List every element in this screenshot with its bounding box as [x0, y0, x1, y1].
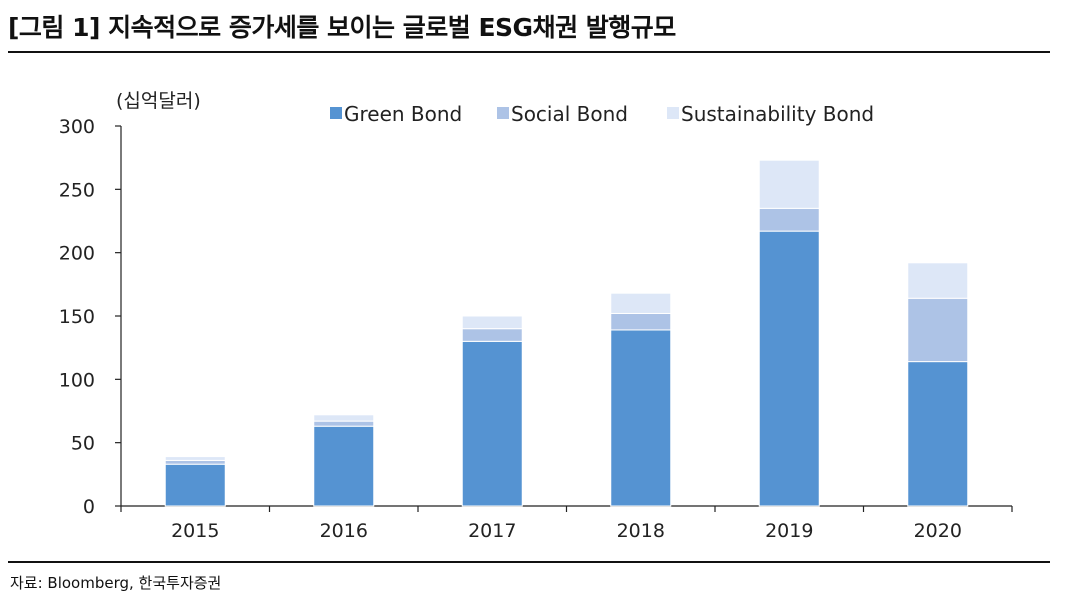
- x-tick-label: 2020: [914, 520, 962, 542]
- bar-sustainability-bond: [758, 159, 820, 209]
- y-unit-label: (십억달러): [116, 90, 201, 112]
- y-axis: 0 50 100 150 200 250 300: [59, 116, 122, 518]
- bar-social-bond: [313, 420, 375, 427]
- y-tick-label: 0: [83, 496, 95, 518]
- bar-green-bond: [461, 340, 523, 507]
- y-tick-label: 300: [59, 116, 95, 138]
- legend-swatch: [667, 107, 679, 119]
- bar-sustainability-bond: [164, 456, 226, 461]
- bar-green-bond: [758, 230, 820, 507]
- bar-sustainability-bond: [610, 292, 672, 314]
- legend-label: Social Bond: [511, 102, 628, 126]
- y-tick-label: 200: [59, 243, 95, 265]
- bottom-rule: [8, 561, 1050, 563]
- bar-social-bond: [164, 459, 226, 465]
- legend-label: Sustainability Bond: [681, 102, 874, 126]
- bar-green-bond: [610, 329, 672, 507]
- legend-label: Green Bond: [344, 102, 462, 126]
- x-tick-label: 2018: [617, 520, 665, 542]
- bar-green-bond: [164, 463, 226, 507]
- bar-social-bond: [907, 297, 969, 363]
- x-tick-label: 2016: [320, 520, 368, 542]
- bars: [164, 159, 969, 507]
- source-note: 자료: Bloomberg, 한국투자증권: [10, 574, 222, 592]
- x-tick-label: 2017: [468, 520, 516, 542]
- y-tick-label: 150: [59, 306, 95, 328]
- legend-swatch: [330, 107, 342, 119]
- y-tick-label: 50: [71, 433, 95, 455]
- x-tick-label: 2015: [171, 520, 219, 542]
- bar-green-bond: [907, 361, 969, 507]
- bar-social-bond: [758, 207, 820, 232]
- bar-sustainability-bond: [313, 414, 375, 422]
- figure-title: [그림 1] 지속적으로 증가세를 보이는 글로벌 ESG채권 발행규모: [8, 13, 676, 42]
- bar-green-bond: [313, 425, 375, 507]
- bar-social-bond: [461, 328, 523, 342]
- y-tick-label: 100: [59, 369, 95, 391]
- y-tick-label: 250: [59, 179, 95, 201]
- legend: Green Bond Social Bond Sustainability Bond: [330, 102, 874, 126]
- x-tick-label: 2019: [765, 520, 813, 542]
- bar-sustainability-bond: [907, 262, 969, 299]
- top-rule: [8, 51, 1050, 53]
- x-axis: 2015 2016 2017 2018 2019 2020: [120, 505, 1013, 542]
- bar-sustainability-bond: [461, 315, 523, 330]
- bar-social-bond: [610, 312, 672, 331]
- legend-swatch: [497, 107, 509, 119]
- stacked-bar-chart: (십억달러) Green Bond Social Bond Sustainabili…: [59, 90, 1013, 542]
